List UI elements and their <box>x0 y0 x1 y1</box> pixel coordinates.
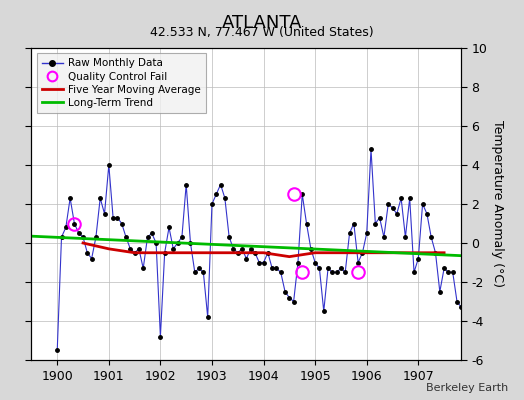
Text: Berkeley Earth: Berkeley Earth <box>426 383 508 393</box>
Y-axis label: Temperature Anomaly (°C): Temperature Anomaly (°C) <box>491 120 504 288</box>
Text: 42.533 N, 77.467 W (United States): 42.533 N, 77.467 W (United States) <box>150 26 374 39</box>
Legend: Raw Monthly Data, Quality Control Fail, Five Year Moving Average, Long-Term Tren: Raw Monthly Data, Quality Control Fail, … <box>37 53 206 113</box>
Text: ATLANTA: ATLANTA <box>222 14 302 32</box>
